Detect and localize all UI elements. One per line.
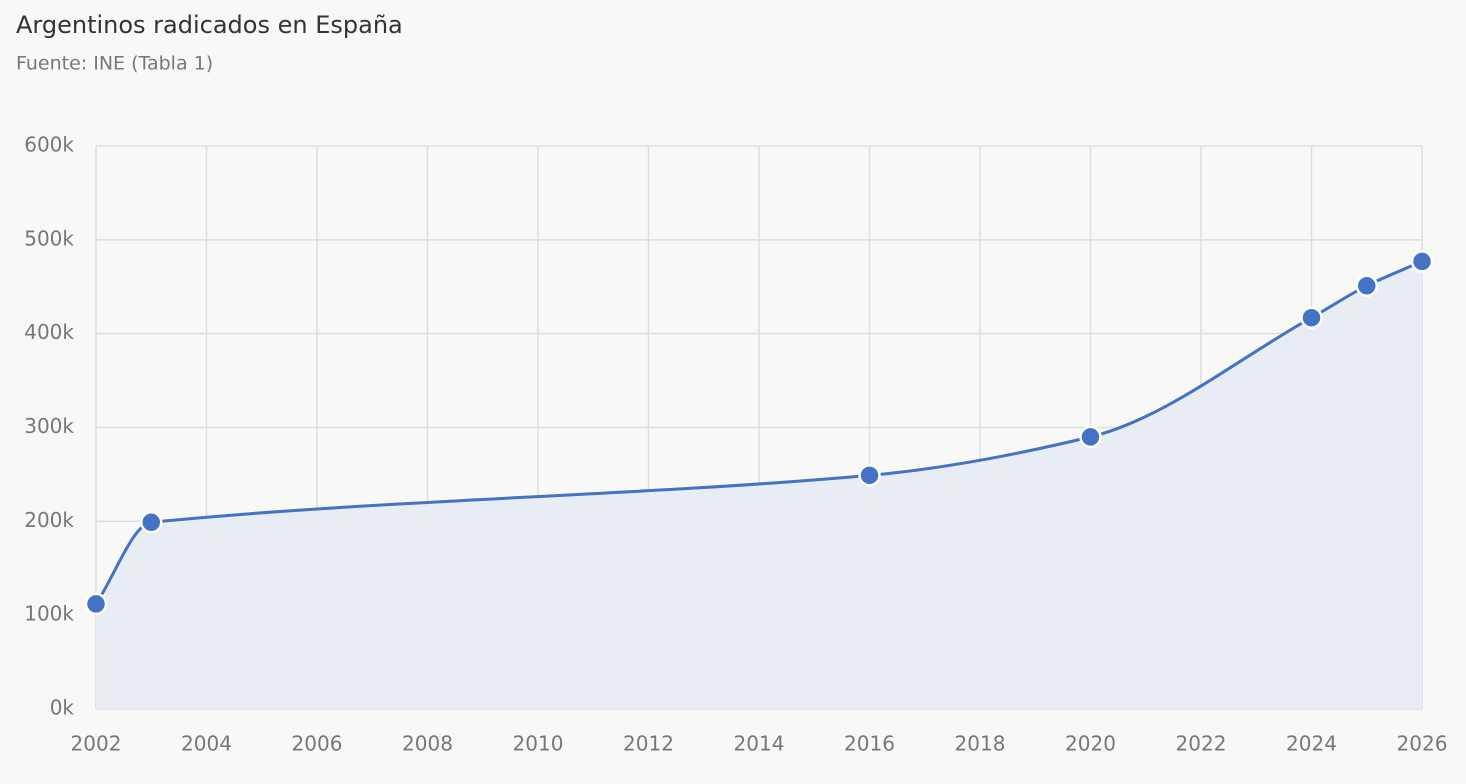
x-tick-label: 2010 xyxy=(513,732,564,756)
y-tick-label: 600k xyxy=(24,133,74,157)
data-point xyxy=(1300,306,1323,329)
x-tick-label: 2018 xyxy=(955,732,1006,756)
data-point xyxy=(1355,274,1378,298)
y-tick-label: 200k xyxy=(24,508,74,532)
x-tick-label: 2008 xyxy=(402,732,453,756)
line xyxy=(94,260,1423,605)
x-tick-label: 2012 xyxy=(623,732,674,756)
data-point xyxy=(858,464,881,487)
chart-title: Argentinos radicados en España xyxy=(16,11,403,39)
x-tick-label: 2002 xyxy=(71,732,122,756)
y-tick-label: 400k xyxy=(24,320,74,344)
data-point xyxy=(84,592,108,616)
data-point xyxy=(1079,425,1102,449)
y-tick-label: 100k xyxy=(24,602,74,626)
data-point xyxy=(140,511,163,534)
y-tick-label: 0k xyxy=(50,696,75,720)
y-tick-label: 500k xyxy=(24,226,74,250)
x-tick-label: 2014 xyxy=(734,732,785,756)
x-tick-label: 2022 xyxy=(1176,732,1227,756)
y-tick-label: 300k xyxy=(24,414,74,438)
x-tick-label: 2004 xyxy=(181,732,232,756)
x-tick-label: 2026 xyxy=(1397,732,1448,756)
chart-subtitle: Fuente: INE (Tabla 1) xyxy=(16,53,213,75)
data-point xyxy=(1410,250,1434,273)
x-tick-label: 2024 xyxy=(1286,732,1337,756)
x-tick-label: 2016 xyxy=(844,732,895,756)
x-tick-label: 2020 xyxy=(1065,732,1116,756)
x-tick-label: 2006 xyxy=(292,732,343,756)
